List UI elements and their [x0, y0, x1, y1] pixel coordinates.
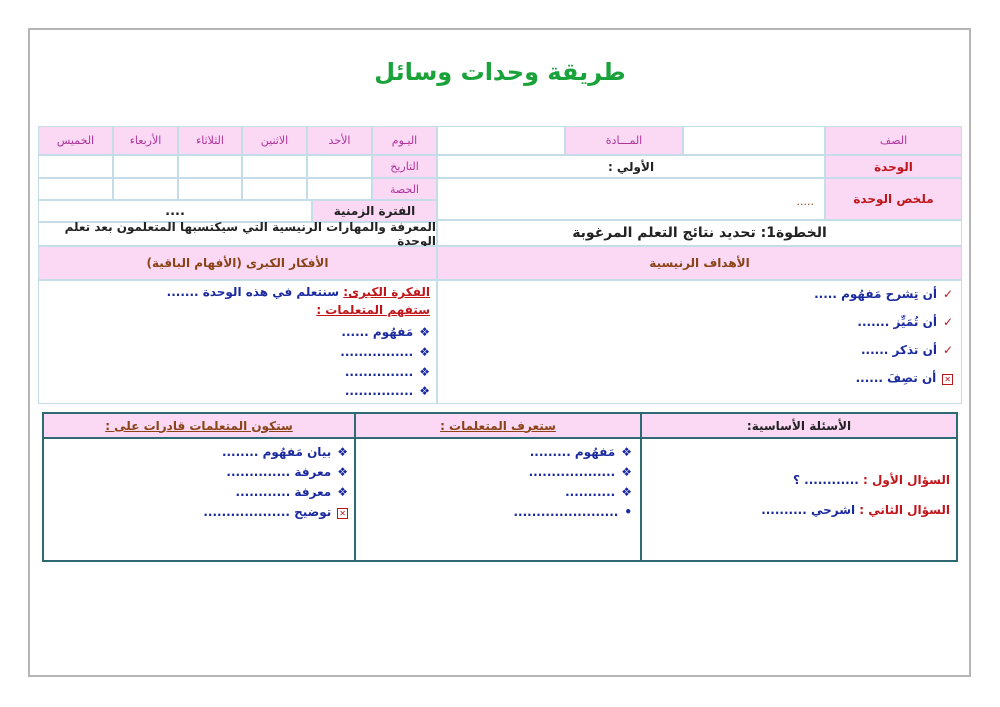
- able-item: ❖معرفة ..............: [226, 465, 348, 479]
- day-wednesday: الأربعاء: [113, 126, 178, 155]
- summary-text: .....: [796, 195, 814, 208]
- able-header: ستكون المتعلمات قادرات على :: [42, 412, 356, 439]
- summary-value: .....: [437, 178, 825, 220]
- page-title: طريقة وحدات وسائل: [374, 58, 626, 86]
- date-cell[interactable]: [38, 155, 113, 178]
- objectives-cell: ✓أن تِشرح مَفهُوم ..... ✓أن تُمَيِّز ...…: [437, 280, 962, 404]
- day-tuesday: الثلاثاء: [178, 126, 242, 155]
- check-icon: ✓: [942, 343, 953, 357]
- question-2: السؤال الثاني : اشرحي ..........: [761, 503, 950, 517]
- period-cell[interactable]: [178, 178, 242, 200]
- know-item: ❖...................: [528, 465, 632, 479]
- able-item: ❖معرفة ............: [235, 485, 348, 499]
- understand-item: ❖................: [340, 345, 430, 359]
- period-cell[interactable]: [113, 178, 178, 200]
- understand-label: ستفهم المتعلمات :: [316, 303, 430, 317]
- diamond-icon: ❖: [337, 445, 348, 459]
- period-cell[interactable]: [307, 178, 372, 200]
- duration-label: الفترة الزمنية: [312, 200, 437, 222]
- understand-item: ❖مَفهُوم ......: [341, 325, 430, 339]
- date-cell[interactable]: [307, 155, 372, 178]
- day-label: اليـوم: [372, 126, 437, 155]
- questions-header: الأسئلة الأساسية:: [640, 412, 958, 439]
- day-monday: الاثنين: [242, 126, 307, 155]
- big-idea-line: الفكرة الكبرى: سنتعلم في هذه الوحدة ....…: [166, 285, 430, 299]
- period-cell[interactable]: [38, 178, 113, 200]
- day-thursday: الخميس: [38, 126, 113, 155]
- diamond-icon: ❖: [337, 465, 348, 479]
- diamond-icon: ❖: [621, 445, 632, 459]
- day-sunday: الأحد: [307, 126, 372, 155]
- diamond-icon: ❖: [419, 365, 430, 379]
- understand-item: ❖...............: [344, 384, 430, 398]
- diamond-icon: ❖: [621, 465, 632, 479]
- big-idea-cell: الفكرة الكبرى: سنتعلم في هذه الوحدة ....…: [38, 280, 437, 404]
- period-cell[interactable]: [242, 178, 307, 200]
- summary-label: ملخص الوحدة: [825, 178, 962, 220]
- grade-field[interactable]: [683, 126, 825, 155]
- bullet-icon: •: [624, 505, 632, 519]
- grade-label: الصف: [825, 126, 962, 155]
- date-cell[interactable]: [178, 155, 242, 178]
- able-cell: ❖بيان مَفهُوم ........ ❖معرفة ..........…: [42, 437, 356, 562]
- x-box-icon: ✕: [942, 374, 953, 385]
- date-label: التاريخ: [372, 155, 437, 178]
- objective-item: ✓أن تذكر ......: [860, 343, 953, 357]
- check-icon: ✓: [942, 315, 953, 329]
- date-cell[interactable]: [113, 155, 178, 178]
- diamond-icon: ❖: [419, 345, 430, 359]
- know-item: ❖...........: [565, 485, 632, 499]
- page-border: [28, 28, 971, 677]
- objective-item: ✓أن تِشرح مَفهُوم .....: [814, 287, 953, 301]
- know-item: ❖مَفهُوم .........: [529, 445, 632, 459]
- x-box-icon: ✕: [337, 508, 348, 519]
- know-header: ستعرف المتعلمات :: [354, 412, 642, 439]
- diamond-icon: ❖: [419, 325, 430, 339]
- unit-label: الوحدة: [825, 155, 962, 178]
- know-cell: ❖مَفهُوم ......... ❖................... …: [354, 437, 642, 562]
- check-icon: ✓: [942, 287, 953, 301]
- objective-item: ✓أن تُمَيِّز .......: [857, 315, 953, 329]
- diamond-icon: ❖: [337, 485, 348, 499]
- duration-value: ....: [38, 200, 312, 222]
- question-1: السؤال الأول : ............ ؟: [793, 473, 950, 487]
- diamond-icon: ❖: [621, 485, 632, 499]
- able-item: ❖بيان مَفهُوم ........: [221, 445, 348, 459]
- date-cell[interactable]: [242, 155, 307, 178]
- diamond-icon: ❖: [419, 384, 430, 398]
- know-item: •.......................: [513, 505, 632, 519]
- subject-label: المـــادة: [565, 126, 683, 155]
- goals-header: الأهداف الرنيسية: [437, 246, 962, 280]
- questions-cell: السؤال الأول : ............ ؟ السؤال الث…: [640, 437, 958, 562]
- objective-item: ✕أن تصِفَ ......: [855, 371, 953, 385]
- big-ideas-header: الأفكار الكبرى (الأفهام الباقية): [38, 246, 437, 280]
- able-item: ✕توضيح ...................: [203, 505, 348, 519]
- understand-item: ❖...............: [344, 365, 430, 379]
- knowledge-heading: المعرفة والمهارات الرنيسية التي سيكتسبها…: [38, 220, 437, 248]
- period-label: الحصة: [372, 178, 437, 200]
- step-heading: الخطوة1: تحديد نتائج التعلم المرغوبة: [437, 220, 962, 246]
- unit-value: الأولي :: [437, 155, 825, 178]
- subject-field[interactable]: [437, 126, 565, 155]
